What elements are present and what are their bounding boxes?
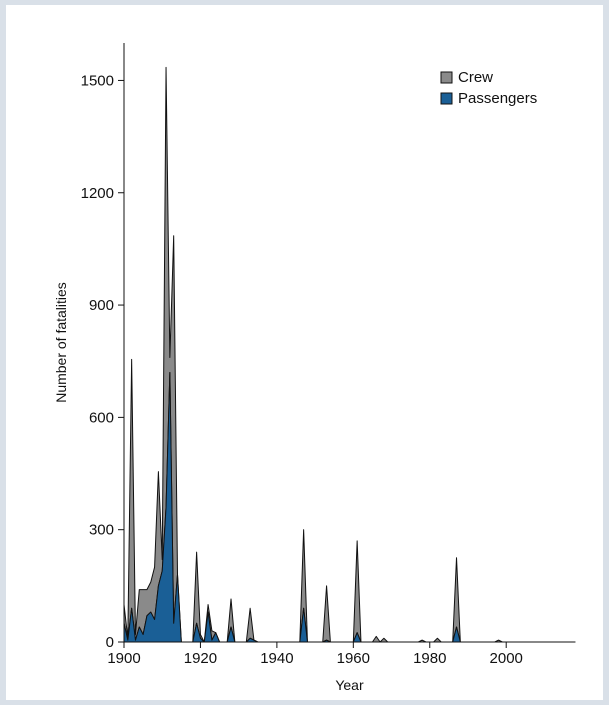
x-tick-label: 1900 <box>107 650 140 667</box>
y-tick-label: 1500 <box>81 72 114 89</box>
legend-swatch-crew <box>440 71 453 84</box>
y-axis-title: Number of fatalities <box>53 282 69 403</box>
chart-panel: 0 300 600 900 1200 1500 1900 1920 1940 1960 1980 2… <box>6 5 603 700</box>
x-axis-ticks: 1900 1920 1940 1960 1980 2000 <box>107 642 523 667</box>
x-tick-label: 1940 <box>260 650 293 667</box>
plot-areas <box>123 66 576 643</box>
x-tick-label: 1920 <box>184 650 217 667</box>
y-axis-ticks: 0 300 600 900 1200 1500 <box>81 72 124 651</box>
legend-label-crew: Crew <box>458 69 493 86</box>
series-passengers-area <box>123 371 576 643</box>
y-tick-label: 900 <box>89 297 114 314</box>
x-tick-label: 1960 <box>337 650 370 667</box>
x-tick-label: 2000 <box>490 650 523 667</box>
y-tick-label: 300 <box>89 522 114 539</box>
legend: Crew Passengers <box>440 69 537 107</box>
legend-label-passengers: Passengers <box>458 90 537 107</box>
series-crew-area <box>123 66 576 643</box>
y-tick-label: 600 <box>89 409 114 426</box>
y-tick-label: 0 <box>106 634 114 651</box>
legend-swatch-passengers <box>440 92 453 105</box>
fatalities-area-chart: 0 300 600 900 1200 1500 1900 1920 1940 1960 1980 2… <box>53 43 576 693</box>
x-axis-title: Year <box>335 677 364 693</box>
x-tick-label: 1980 <box>413 650 446 667</box>
y-tick-label: 1200 <box>81 185 114 202</box>
